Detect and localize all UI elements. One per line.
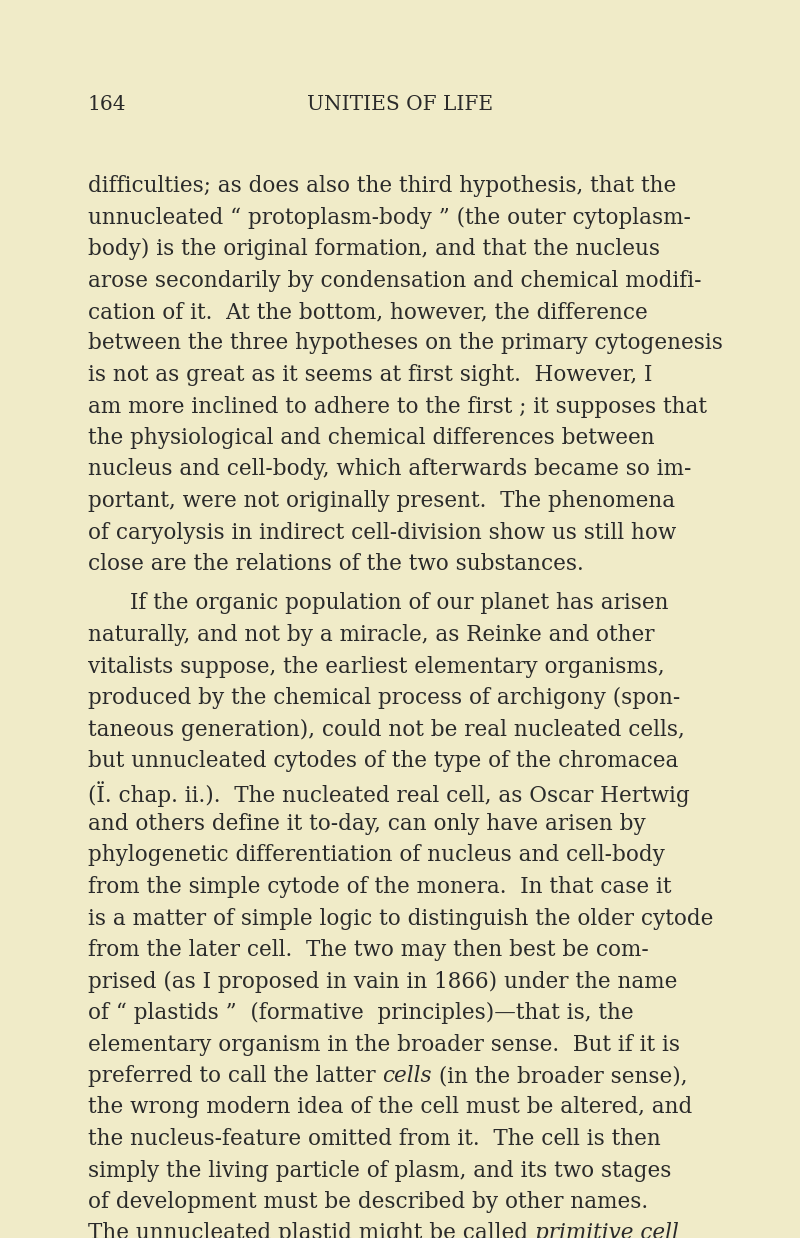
Text: close are the relations of the two substances.: close are the relations of the two subst… — [88, 553, 584, 574]
Text: and others define it to-day, can only have arisen by: and others define it to-day, can only ha… — [88, 813, 646, 834]
Text: 164: 164 — [88, 95, 126, 114]
Text: taneous generation), could not be real nucleated cells,: taneous generation), could not be real n… — [88, 718, 685, 740]
Text: the nucleus-feature omitted from it.  The cell is then: the nucleus-feature omitted from it. The… — [88, 1128, 661, 1150]
Text: unnucleated “ protoplasm-body ” (the outer cytoplasm-: unnucleated “ protoplasm-body ” (the out… — [88, 207, 691, 229]
Text: is a matter of simple logic to distinguish the older cytode: is a matter of simple logic to distingui… — [88, 907, 714, 930]
Text: from the simple cytode of the monera.  In that case it: from the simple cytode of the monera. In… — [88, 877, 671, 898]
Text: phylogenetic differentiation of nucleus and cell-body: phylogenetic differentiation of nucleus … — [88, 844, 665, 867]
Text: am more inclined to adhere to the first ; it supposes that: am more inclined to adhere to the first … — [88, 395, 707, 417]
Text: of caryolysis in indirect cell-division show us still how: of caryolysis in indirect cell-division … — [88, 521, 676, 543]
Text: (Ï. chap. ii.).  The nucleated real cell, as Oscar Hertwig: (Ï. chap. ii.). The nucleated real cell,… — [88, 781, 690, 807]
Text: nucleus and cell-body, which afterwards became so im-: nucleus and cell-body, which afterwards … — [88, 458, 691, 480]
Text: produced by the chemical process of archigony (spon-: produced by the chemical process of arch… — [88, 687, 680, 709]
Text: naturally, and not by a miracle, as Reinke and other: naturally, and not by a miracle, as Rein… — [88, 624, 654, 646]
Text: between the three hypotheses on the primary cytogenesis: between the three hypotheses on the prim… — [88, 333, 723, 354]
Text: difficulties; as does also the third hypothesis, that the: difficulties; as does also the third hyp… — [88, 175, 676, 197]
Text: portant, were not originally present.  The phenomena: portant, were not originally present. Th… — [88, 490, 675, 513]
Text: (in the broader sense),: (in the broader sense), — [432, 1065, 687, 1087]
Text: arose secondarily by condensation and chemical modifi-: arose secondarily by condensation and ch… — [88, 270, 702, 291]
Text: cells: cells — [382, 1065, 432, 1087]
Text: primitive cell: primitive cell — [535, 1222, 678, 1238]
Text: body) is the original formation, and that the nucleus: body) is the original formation, and tha… — [88, 238, 660, 260]
Text: the physiological and chemical differences between: the physiological and chemical differenc… — [88, 427, 654, 449]
Text: The unnucleated plastid might be called: The unnucleated plastid might be called — [88, 1222, 535, 1238]
Text: elementary organism in the broader sense.  But if it is: elementary organism in the broader sense… — [88, 1034, 680, 1056]
Text: is not as great as it seems at first sight.  However, I: is not as great as it seems at first sig… — [88, 364, 652, 386]
Text: cation of it.  At the bottom, however, the difference: cation of it. At the bottom, however, th… — [88, 301, 648, 323]
Text: prised (as I proposed in vain in 1866) under the name: prised (as I proposed in vain in 1866) u… — [88, 971, 678, 993]
Text: of development must be described by other names.: of development must be described by othe… — [88, 1191, 648, 1213]
Text: vitalists suppose, the earliest elementary organisms,: vitalists suppose, the earliest elementa… — [88, 655, 665, 677]
Text: but unnucleated cytodes of the type of the chromacea: but unnucleated cytodes of the type of t… — [88, 750, 678, 773]
Text: If the organic population of our planet has arisen: If the organic population of our planet … — [130, 593, 669, 614]
Text: UNITIES OF LIFE: UNITIES OF LIFE — [307, 95, 493, 114]
Text: from the later cell.  The two may then best be com-: from the later cell. The two may then be… — [88, 938, 649, 961]
Text: of “ plastids ”  (formative  principles)—that is, the: of “ plastids ” (formative principles)—t… — [88, 1002, 634, 1024]
Text: preferred to call the latter: preferred to call the latter — [88, 1065, 382, 1087]
Text: the wrong modern idea of the cell must be altered, and: the wrong modern idea of the cell must b… — [88, 1097, 692, 1118]
Text: simply the living particle of plasm, and its two stages: simply the living particle of plasm, and… — [88, 1160, 671, 1181]
